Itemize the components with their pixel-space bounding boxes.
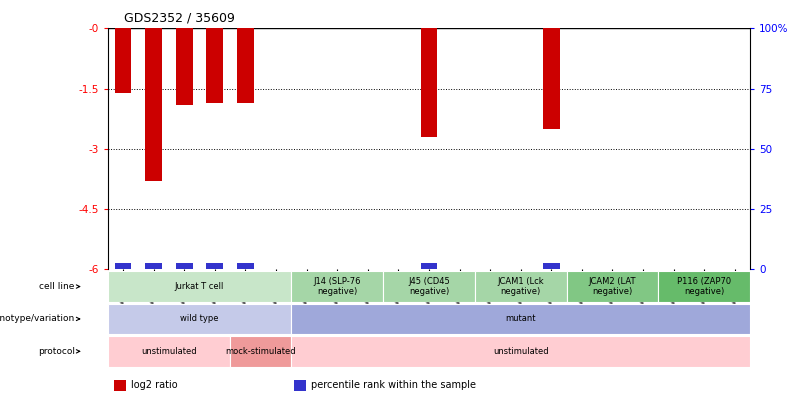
Text: JCAM2 (LAT
negative): JCAM2 (LAT negative) [589, 277, 636, 296]
Bar [145, 28, 162, 181]
Bar [658, 271, 750, 302]
Bar [291, 271, 383, 302]
Bar [108, 271, 291, 302]
Text: unstimulated: unstimulated [493, 347, 548, 356]
Text: cell line: cell line [39, 282, 75, 291]
Bar [237, 263, 254, 269]
Bar [176, 263, 192, 269]
Bar [543, 28, 559, 129]
Text: mutant: mutant [505, 314, 536, 324]
Bar [108, 304, 291, 334]
Bar [207, 263, 223, 269]
Text: GDS2352 / 35609: GDS2352 / 35609 [124, 11, 235, 24]
Bar [176, 28, 192, 104]
Bar [294, 380, 306, 391]
Text: Jurkat T cell: Jurkat T cell [175, 282, 224, 291]
Bar [230, 336, 291, 367]
Text: percentile rank within the sample: percentile rank within the sample [310, 380, 476, 390]
Bar [421, 28, 437, 137]
Text: unstimulated: unstimulated [141, 347, 197, 356]
Bar [291, 336, 750, 367]
Text: mock-stimulated: mock-stimulated [225, 347, 296, 356]
Bar [114, 380, 126, 391]
Text: J45 (CD45
negative): J45 (CD45 negative) [408, 277, 450, 296]
Bar [108, 336, 230, 367]
Bar [115, 28, 132, 93]
Bar [291, 304, 750, 334]
Bar [543, 263, 559, 269]
Text: log2 ratio: log2 ratio [131, 380, 177, 390]
Text: wild type: wild type [180, 314, 219, 324]
Bar [383, 271, 475, 302]
Bar [115, 263, 132, 269]
Bar [567, 271, 658, 302]
Text: J14 (SLP-76
negative): J14 (SLP-76 negative) [314, 277, 361, 296]
Text: protocol: protocol [38, 347, 75, 356]
Bar [237, 28, 254, 102]
Bar [207, 28, 223, 102]
Bar [421, 263, 437, 269]
Bar [475, 271, 567, 302]
Text: P116 (ZAP70
negative): P116 (ZAP70 negative) [678, 277, 731, 296]
Text: JCAM1 (Lck
negative): JCAM1 (Lck negative) [497, 277, 544, 296]
Bar [145, 263, 162, 269]
Text: genotype/variation: genotype/variation [0, 314, 75, 324]
